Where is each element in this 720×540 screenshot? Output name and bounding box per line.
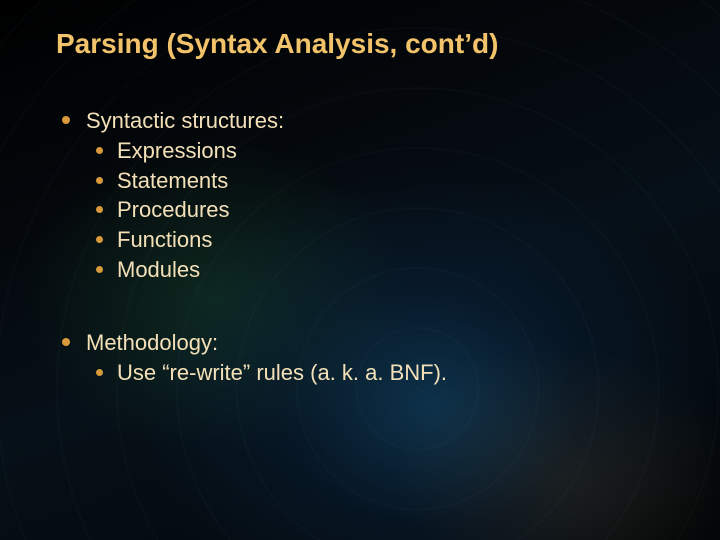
bullet-list: Syntactic structures: Expressions Statem… (56, 106, 672, 388)
list-item: Expressions (96, 136, 672, 166)
list-item-text: Procedures (117, 195, 230, 225)
list-item-text: Methodology: (86, 328, 218, 358)
list-item: Statements (96, 166, 672, 196)
bullet-icon (62, 116, 70, 124)
spacer (56, 290, 672, 328)
slide: Parsing (Syntax Analysis, cont’d) Syntac… (0, 0, 720, 540)
list-item: Functions (96, 225, 672, 255)
bullet-icon (96, 177, 103, 184)
list-item: Methodology: Use “re-write” rules (a. k.… (62, 328, 672, 387)
list-item-text: Expressions (117, 136, 237, 166)
list-item-text: Syntactic structures: (86, 106, 284, 136)
bullet-icon (96, 369, 103, 376)
list-item-text: Statements (117, 166, 228, 196)
list-item: Syntactic structures: Expressions Statem… (62, 106, 672, 284)
list-item: Use “re-write” rules (a. k. a. BNF). (96, 358, 672, 388)
bullet-icon (96, 206, 103, 213)
bullet-icon (96, 147, 103, 154)
bullet-icon (62, 338, 70, 346)
sub-list: Expressions Statements Procedures (62, 136, 672, 284)
list-item: Procedures (96, 195, 672, 225)
slide-title: Parsing (Syntax Analysis, cont’d) (56, 28, 672, 60)
slide-content: Syntactic structures: Expressions Statem… (56, 106, 672, 388)
list-item-text: Functions (117, 225, 212, 255)
list-item: Modules (96, 255, 672, 285)
sub-list: Use “re-write” rules (a. k. a. BNF). (62, 358, 672, 388)
bullet-icon (96, 236, 103, 243)
list-item-text: Use “re-write” rules (a. k. a. BNF). (117, 358, 447, 388)
list-item-text: Modules (117, 255, 200, 285)
bullet-icon (96, 266, 103, 273)
